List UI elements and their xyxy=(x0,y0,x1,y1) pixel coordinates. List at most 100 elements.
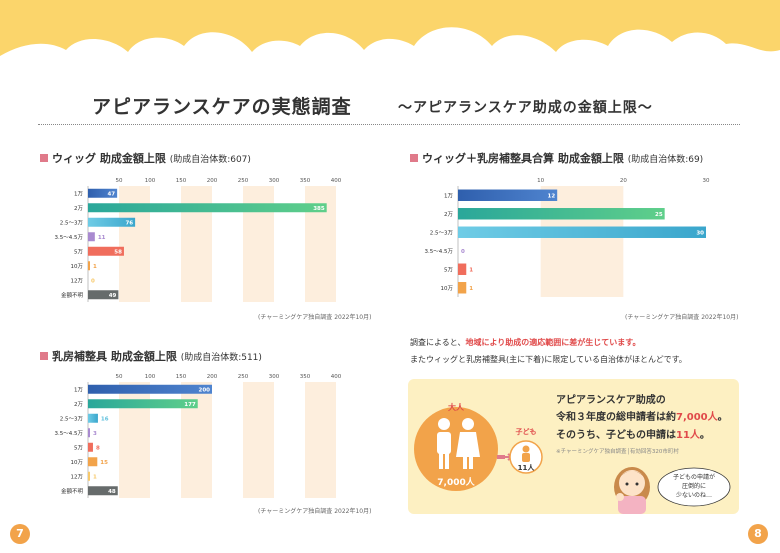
bar xyxy=(88,442,93,452)
wig-chart-source: (チャーミングケア独自調査 2022年10月) xyxy=(258,314,372,321)
bubble-line2: 圧倒的に xyxy=(682,482,706,490)
x-tick-label: 100 xyxy=(145,374,156,380)
combined-chart-heading: ウィッグ＋乳房補整具合算 助成金額上限 (助成自治体数:69) xyxy=(410,150,703,166)
category-label: 2万 xyxy=(74,401,83,408)
combined-chart-source: (チャーミングケア独自調査 2022年10月) xyxy=(625,314,739,321)
bar xyxy=(88,471,90,481)
child-count: 11人 xyxy=(518,463,536,472)
x-tick-label: 150 xyxy=(176,178,187,184)
note-text: 調査によると、 xyxy=(410,338,466,347)
adult-label: 大人 xyxy=(448,402,465,412)
bar-value-label: 49 xyxy=(109,293,117,299)
breast-chart-count: (助成自治体数:511) xyxy=(180,353,262,363)
bar xyxy=(88,261,90,271)
bar-value-label: 30 xyxy=(696,230,704,236)
category-label: 金額不明 xyxy=(61,487,84,495)
info-line3-end: 。 xyxy=(700,430,710,441)
info-line2-highlight: 7,000人 xyxy=(676,410,719,423)
x-tick-label: 10 xyxy=(537,178,544,184)
bar xyxy=(88,413,98,423)
bar-value-label: 1 xyxy=(469,286,473,292)
info-line2-text: 令和３年度の総申請者は約 xyxy=(555,410,676,423)
x-tick-label: 400 xyxy=(331,178,342,184)
x-tick-label: 20 xyxy=(620,178,627,184)
x-tick-label: 150 xyxy=(176,374,187,380)
category-label: 2.5〜3万 xyxy=(60,219,84,226)
bar-value-label: 0 xyxy=(461,249,465,255)
wig-chart-title: ウィッグ 助成金額上限 xyxy=(52,152,166,165)
bar xyxy=(458,208,665,220)
info-line3-highlight: 11人 xyxy=(676,428,701,441)
x-tick-label: 350 xyxy=(300,374,311,380)
speech-bubble xyxy=(657,467,731,507)
bubble-line1: 子どもの申請が xyxy=(673,473,715,481)
x-tick-label: 200 xyxy=(207,374,218,380)
x-tick-label: 300 xyxy=(269,178,280,184)
adult-figures-icon xyxy=(437,418,480,469)
x-tick-label: 250 xyxy=(238,178,249,184)
combined-chart-title: ウィッグ＋乳房補整具合算 助成金額上限 xyxy=(422,152,624,165)
bar-value-label: 25 xyxy=(655,212,663,218)
info-line3: そのうち、子どもの申請は11人。 xyxy=(556,428,710,441)
bar xyxy=(88,203,327,213)
adult-circle xyxy=(414,407,498,491)
combined-chart-count: (助成自治体数:69) xyxy=(627,155,704,165)
bar xyxy=(458,263,467,275)
x-tick-label: 300 xyxy=(269,374,280,380)
page-title: アピアランスケアの実態調査 xyxy=(92,96,352,118)
category-label: 3.5〜4.5万 xyxy=(55,234,84,241)
info-line2: 令和３年度の総申請者は約7,000人。 xyxy=(555,410,728,423)
category-label: 2万 xyxy=(444,211,453,218)
bar-value-label: 12 xyxy=(548,193,556,199)
cloud-header xyxy=(0,0,780,56)
page-number-right: 8 xyxy=(748,524,768,544)
breast-bar-chart: 50 100 150 200 250 300 350 400 1万 200 2万 177 2.5〜3万 1… xyxy=(55,374,342,498)
category-label: 3.5〜4.5万 xyxy=(425,248,454,255)
wig-chart-count: (助成自治体数:607) xyxy=(169,155,251,165)
x-tick-label: 250 xyxy=(238,374,249,380)
bar xyxy=(88,232,95,242)
survey-note-line1: 調査によると、地域により助成の適応範囲に差が生じています。 xyxy=(410,337,641,348)
heading-square-icon xyxy=(40,352,48,360)
bar xyxy=(458,226,706,238)
bar-value-label: 11 xyxy=(98,235,106,241)
category-label: 1万 xyxy=(444,192,453,199)
bubble-line3: 少ないのね… xyxy=(676,492,712,499)
grid-band xyxy=(305,382,336,498)
category-label: 2万 xyxy=(74,205,83,212)
category-label: 10万 xyxy=(71,263,84,270)
bar xyxy=(88,217,136,227)
bar-value-label: 1 xyxy=(93,264,97,270)
breast-chart-title: 乳房補整具 助成金額上限 xyxy=(52,350,177,363)
info-line3-text: そのうち、子どもの申請は xyxy=(556,428,676,441)
wig-bar-chart: 50 100 150 200 250 300 350 400 1万 47 2万 385 2.5〜3万 76… xyxy=(55,178,342,302)
bar-value-label: 177 xyxy=(184,402,196,408)
info-line1: アピアランスケア助成の xyxy=(556,393,666,406)
bar-value-label: 48 xyxy=(108,489,116,495)
heading-square-icon xyxy=(410,154,418,162)
bar-value-label: 76 xyxy=(125,220,133,226)
child-label: 子ども xyxy=(516,427,537,436)
category-label: 1万 xyxy=(74,386,83,393)
bar xyxy=(88,188,118,198)
info-source: ※チャーミングケア独自調査│有効回答320市町村 xyxy=(556,447,679,455)
note-highlight: 地域により助成の適応範囲に差が生じています。 xyxy=(465,338,641,347)
bar xyxy=(88,246,124,256)
bar-value-label: 8 xyxy=(96,445,100,451)
category-label: 12万 xyxy=(71,473,84,480)
bar xyxy=(88,428,90,438)
category-label: 5万 xyxy=(444,266,453,273)
bar-value-label: 385 xyxy=(313,206,325,212)
category-label: 2.5〜3万 xyxy=(60,415,84,422)
bar xyxy=(88,384,212,394)
category-label: 金額不明 xyxy=(61,291,84,299)
wig-chart-heading: ウィッグ 助成金額上限 (助成自治体数:607) xyxy=(40,150,251,166)
category-label: 5万 xyxy=(74,248,83,255)
bar-value-label: 15 xyxy=(100,460,108,466)
bar-value-label: 3 xyxy=(93,431,97,437)
category-label: 10万 xyxy=(71,459,84,466)
bar-value-label: 1 xyxy=(93,474,97,480)
grid-band xyxy=(540,186,624,297)
bar-value-label: 58 xyxy=(114,249,122,255)
